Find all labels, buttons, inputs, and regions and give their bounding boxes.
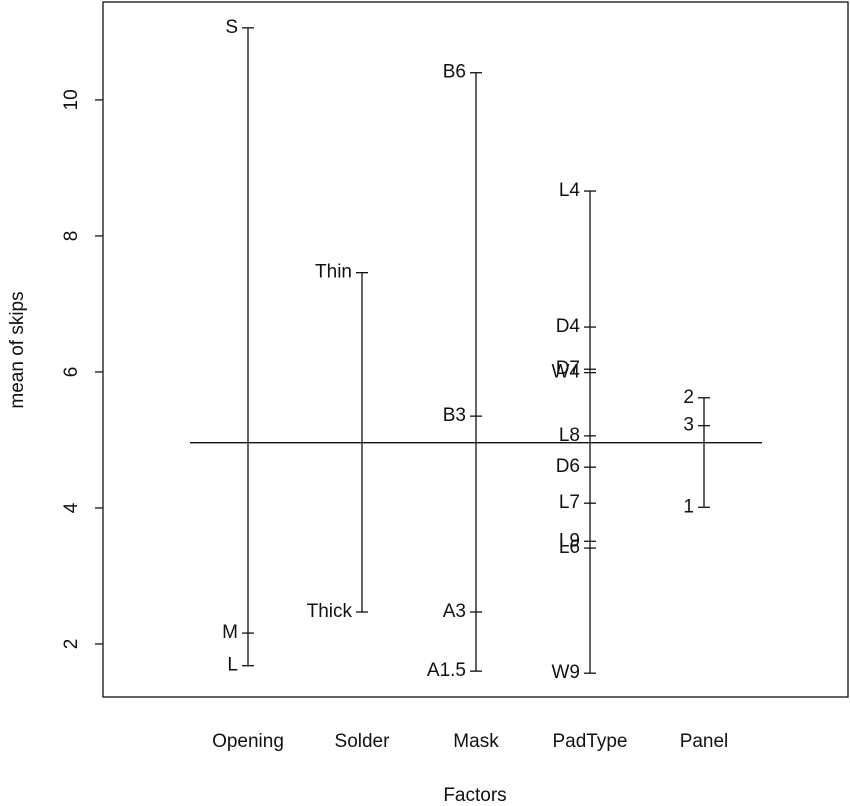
level-label: B6	[443, 62, 466, 83]
plot-frame	[102, 1, 849, 698]
level-label: D4	[556, 316, 581, 337]
level-label: M	[222, 622, 238, 643]
level-label: 3	[683, 415, 694, 436]
level-label: W4	[552, 362, 581, 383]
y-tick-label: 8	[61, 231, 82, 242]
level-label: B3	[443, 405, 466, 426]
level-label: L9	[559, 530, 580, 551]
level-label: L7	[559, 492, 580, 513]
x-axis-label: Factors	[443, 785, 506, 806]
y-tick-label: 6	[61, 367, 82, 378]
x-tick-label: Solder	[335, 731, 391, 752]
level-label: L8	[559, 425, 580, 446]
level-label: L6	[559, 537, 580, 558]
x-tick-label: PadType	[553, 731, 628, 752]
level-label: L4	[559, 180, 581, 201]
y-tick-label: 4	[61, 502, 82, 513]
level-label: L	[227, 655, 238, 676]
level-label: W9	[552, 662, 581, 683]
level-label: 2	[683, 387, 694, 408]
x-tick-label: Mask	[453, 731, 499, 752]
level-label: D6	[556, 456, 580, 477]
x-tick-label: Opening	[212, 731, 284, 752]
level-label: Thick	[307, 601, 353, 622]
y-tick-label: 2	[61, 639, 82, 650]
y-axis-label: mean of skips	[7, 291, 28, 408]
level-label: A1.5	[427, 660, 466, 681]
level-label: S	[225, 17, 238, 38]
y-tick-label: 10	[61, 89, 82, 110]
level-label: D7	[556, 358, 580, 379]
x-tick-label: Panel	[680, 731, 729, 752]
level-label: Thin	[315, 262, 352, 283]
level-label: 1	[683, 496, 694, 517]
level-label: A3	[443, 601, 466, 622]
